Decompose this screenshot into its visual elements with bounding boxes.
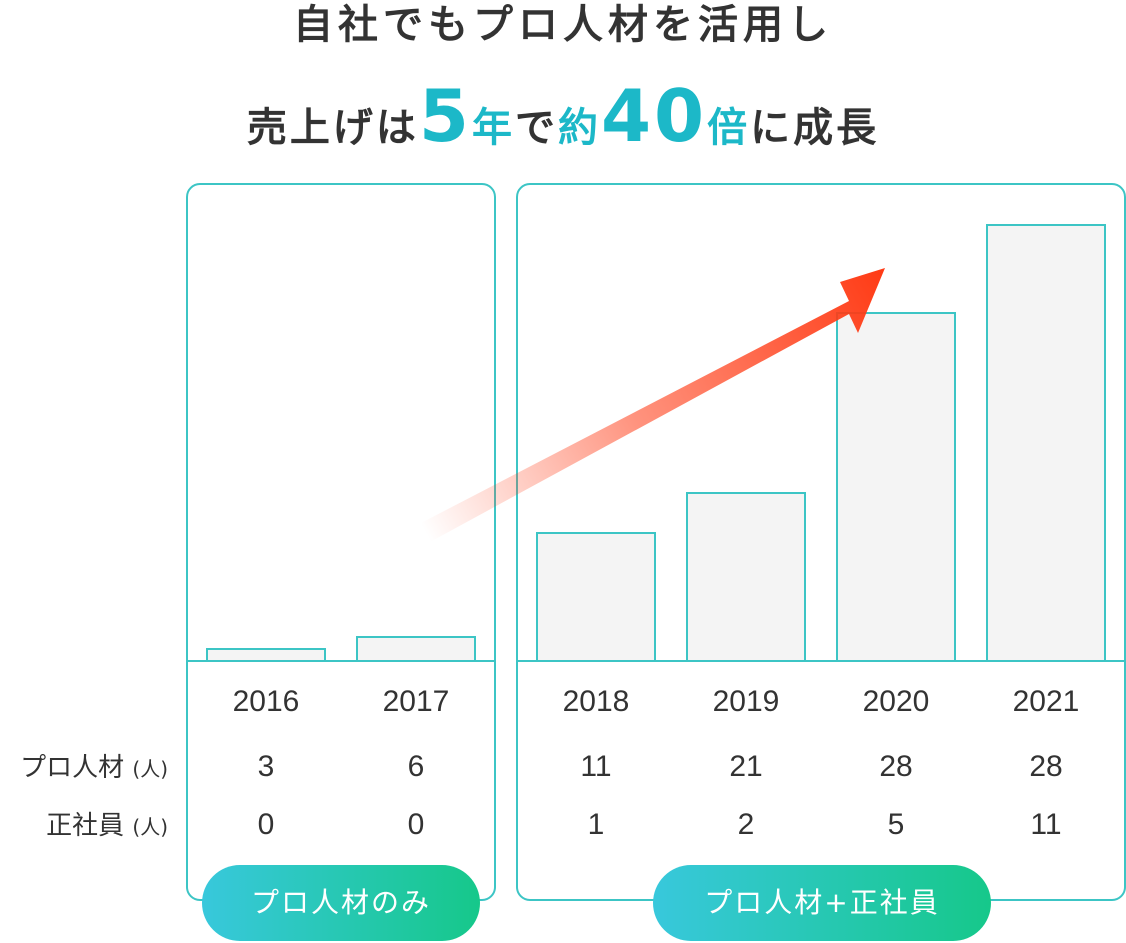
- headline-years-number: 5: [418, 74, 472, 158]
- staff-count-2020: 5: [887, 808, 905, 841]
- bar-2016: [206, 648, 326, 662]
- pro-count-2018: 11: [580, 750, 612, 783]
- growth-arrow-icon: [421, 268, 885, 542]
- bar-2017: [356, 636, 476, 662]
- tick-label-2021: 2021: [1012, 685, 1080, 718]
- tick-label-2016: 2016: [232, 685, 300, 718]
- row-label-staff-text: 正社員: [46, 811, 125, 841]
- tick-label-2017: 2017: [382, 685, 450, 718]
- tick-label-2018: 2018: [562, 685, 630, 718]
- staff-count-2017: 0: [407, 808, 425, 841]
- headline-text-2: で: [514, 105, 558, 151]
- row-label-pro: プロ人材 (人): [20, 748, 168, 788]
- headline-text-1: 売上げは: [246, 105, 419, 151]
- headline-multiple-unit: 倍: [707, 105, 751, 151]
- row-label-staff: 正社員 (人): [46, 806, 168, 846]
- row-label-staff-unit: (人): [132, 815, 168, 839]
- bar-2021: [986, 224, 1106, 662]
- row-label-pro-unit: (人): [132, 757, 168, 781]
- pro-count-2017: 6: [407, 750, 425, 783]
- group-label-pro-only: プロ人材のみ: [202, 865, 480, 941]
- staff-count-2019: 2: [737, 808, 755, 841]
- staff-count-2021: 11: [1030, 808, 1062, 841]
- headline-multiple-number: 40: [600, 74, 708, 158]
- tick-label-2020: 2020: [862, 685, 930, 718]
- tick-label-2019: 2019: [712, 685, 780, 718]
- headline-text-3: に成長: [750, 105, 880, 151]
- headline-years-unit: 年: [471, 105, 515, 151]
- bar-2019: [686, 492, 806, 662]
- headline-line2: 売上げは5年で約40倍に成長: [0, 72, 1126, 160]
- headline-approx: 約: [557, 105, 601, 151]
- bar-2018: [536, 532, 656, 662]
- staff-count-2018: 1: [587, 808, 605, 841]
- headline-line1: 自社でもプロ人材を活用し: [293, 2, 833, 48]
- staff-count-2016: 0: [257, 808, 275, 841]
- pro-count-2020: 28: [879, 750, 913, 783]
- bar-2020: [836, 312, 956, 662]
- pro-count-2019: 21: [729, 750, 763, 783]
- pro-count-2021: 28: [1029, 750, 1063, 783]
- row-label-pro-text: プロ人材: [20, 753, 125, 783]
- pro-count-2016: 3: [257, 750, 275, 783]
- group-label-pro-plus-staff: プロ人材+正社員: [653, 865, 991, 941]
